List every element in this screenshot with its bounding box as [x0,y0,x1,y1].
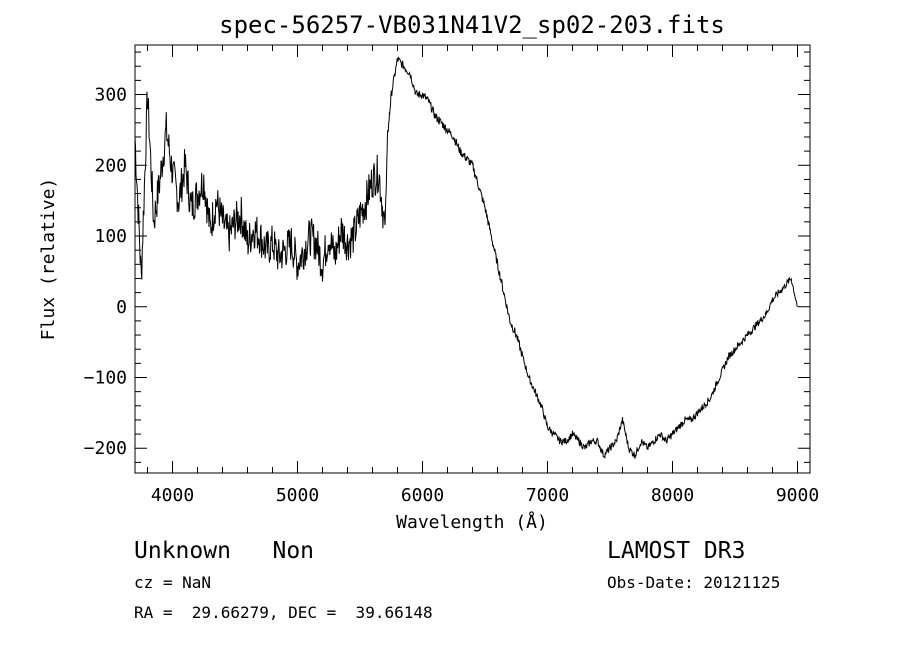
x-tick-label: 4000 [151,485,194,506]
x-tick-label: 6000 [401,485,444,506]
x-tick-label: 9000 [776,485,819,506]
x-tick-label: 5000 [276,485,319,506]
object-class-label: Unknown Non [134,538,315,564]
y-tick-label: 0 [116,297,127,318]
tick-labels: 4000 5000 6000 7000 8000 9000 −200 −100 0 100 200 3… [84,85,820,506]
cz-label: cz = NaN [134,573,212,592]
y-tick-label: 300 [94,85,127,106]
plot-frame [134,44,811,474]
y-tick-label: 100 [94,226,127,247]
y-axis-label: Flux (relative) [38,178,59,341]
chart-title: spec-56257-VB031N41V2_sp02-203.fits [219,11,725,39]
obs-date-label: Obs-Date: 20121125 [607,573,781,592]
x-axis-label: Wavelength (Å) [396,511,548,533]
x-tick-label: 8000 [651,485,694,506]
ra-dec-label: RA = 29.66279, DEC = 39.66148 [134,603,433,622]
y-tick-label: −200 [84,438,127,459]
survey-label: LAMOST DR3 [607,538,746,564]
y-tick-label: 200 [94,155,127,176]
x-tick-label: 7000 [526,485,569,506]
spectrum-line [134,56,798,460]
axis-ticks [135,45,810,473]
y-tick-label: −100 [84,367,127,388]
